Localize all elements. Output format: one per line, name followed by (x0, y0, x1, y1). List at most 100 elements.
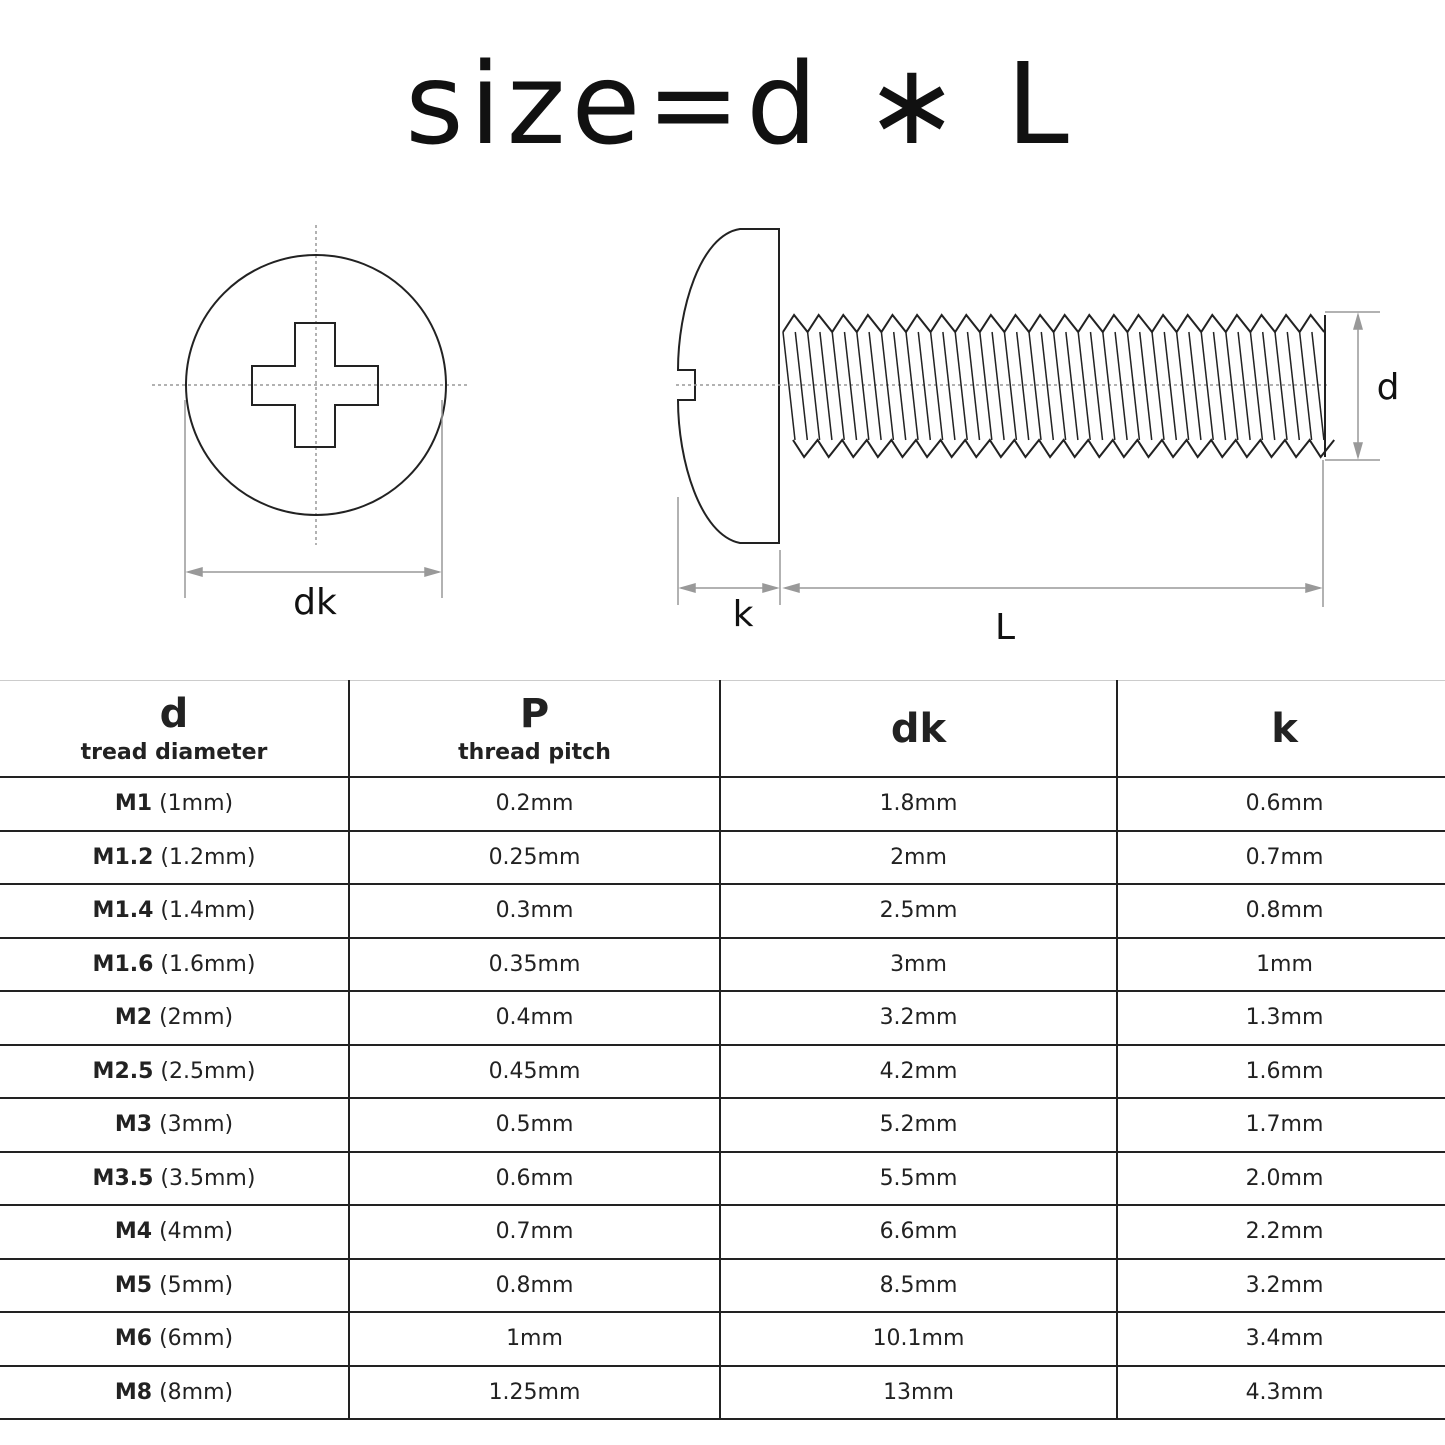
cell-p: 0.35mm (348, 936, 721, 992)
metric-size: M6 (114, 1326, 153, 1352)
cell-dk: 13mm (719, 1364, 1118, 1420)
d-label: d (1377, 367, 1400, 408)
table-row: M2.5 (2.5mm) 0.45mm 4.2mm 1.6mm (0, 1043, 1445, 1099)
metric-size: M3 (114, 1112, 153, 1138)
cell-k: 3.4mm (1116, 1311, 1445, 1367)
cell-k: 1.3mm (1116, 990, 1445, 1046)
k-label: k (733, 594, 754, 635)
thread-line (794, 331, 809, 441)
table-row: M6 (6mm) 1mm 10.1mm 3.4mm (0, 1311, 1445, 1367)
cell-size: M1 (1mm) (0, 776, 350, 832)
header-symbol: d (159, 691, 189, 737)
thread-line (1028, 331, 1042, 441)
thread-line (1126, 331, 1141, 441)
cell-k: 1.7mm (1116, 1097, 1445, 1153)
cell-p: 0.7mm (348, 1204, 721, 1260)
size-mm: (4mm) (159, 1219, 234, 1245)
cell-size: M1.2 (1.2mm) (0, 829, 350, 885)
metric-size: M1.2 (92, 844, 154, 870)
cell-dk: 2mm (719, 829, 1118, 885)
thread-line (1015, 331, 1030, 441)
cell-k: 1mm (1116, 936, 1445, 992)
size-mm: (3.5mm) (160, 1165, 256, 1191)
size-mm: (2.5mm) (160, 1058, 256, 1084)
thread-line (1114, 331, 1128, 441)
table-row: M1.4 (1.4mm) 0.3mm 2.5mm 0.8mm (0, 883, 1445, 939)
top-view (152, 225, 470, 598)
dk-dimension (184, 400, 443, 598)
cell-k: 0.7mm (1116, 829, 1445, 885)
cell-p: 1.25mm (348, 1364, 721, 1420)
column-header: dk (719, 680, 1118, 778)
cell-size: M1.4 (1.4mm) (0, 883, 350, 939)
page-title: size=d ∗ L (405, 40, 1075, 170)
header-symbol: dk (890, 705, 947, 752)
header-subtitle: tread diameter (80, 740, 268, 765)
thread-line (942, 331, 956, 441)
table-row: M1.2 (1.2mm) 0.25mm 2mm 0.7mm (0, 829, 1445, 885)
cell-size: M2 (2mm) (0, 990, 350, 1046)
cell-p: 1mm (348, 1311, 721, 1367)
thread-line (1163, 331, 1178, 441)
thread-line (831, 331, 845, 441)
L-label: L (995, 607, 1015, 648)
thread-line (979, 331, 993, 441)
thread-line (856, 331, 870, 441)
cell-k: 0.8mm (1116, 883, 1445, 939)
thread-line (905, 331, 919, 441)
cell-k: 0.6mm (1116, 776, 1445, 832)
thread-line (954, 331, 968, 441)
size-mm: (5mm) (159, 1272, 234, 1298)
cell-size: M2.5 (2.5mm) (0, 1043, 350, 1099)
thread-line (1052, 331, 1067, 441)
thread-line (1249, 331, 1264, 441)
thread-line (1274, 331, 1288, 441)
metric-size: M1.4 (92, 898, 154, 924)
thread-line (1188, 331, 1202, 441)
cell-dk: 2.5mm (719, 883, 1118, 939)
k-l-dimension (677, 460, 1324, 607)
cell-k: 1.6mm (1116, 1043, 1445, 1099)
cell-size: M5 (5mm) (0, 1257, 350, 1313)
cell-size: M3.5 (3.5mm) (0, 1150, 350, 1206)
metric-size: M2 (114, 1005, 153, 1031)
cell-size: M4 (4mm) (0, 1204, 350, 1260)
cell-dk: 5.2mm (719, 1097, 1118, 1153)
thread-line (868, 331, 882, 441)
thread-profile (782, 313, 1325, 334)
thread-line (1311, 331, 1325, 441)
thread-line (819, 331, 833, 441)
table-row: M2 (2mm) 0.4mm 3.2mm 1.3mm (0, 990, 1445, 1046)
table-row: M8 (8mm) 1.25mm 13mm 4.3mm (0, 1364, 1445, 1420)
cell-p: 0.2mm (348, 776, 721, 832)
cell-size: M3 (3mm) (0, 1097, 350, 1153)
size-mm: (1.4mm) (160, 898, 256, 924)
thread-line (1286, 331, 1301, 441)
table-row: M3.5 (3.5mm) 0.6mm 5.5mm 2.0mm (0, 1150, 1445, 1206)
cell-k: 2.0mm (1116, 1150, 1445, 1206)
thread-line (1225, 331, 1239, 441)
thread-line (1089, 331, 1104, 441)
cell-size: M1.6 (1.6mm) (0, 936, 350, 992)
size-mm: (1.2mm) (160, 844, 256, 870)
cell-k: 4.3mm (1116, 1364, 1445, 1420)
thread-line (991, 331, 1005, 441)
screw-diagram: dk k L d (152, 225, 1400, 648)
size-mm: (1.6mm) (160, 951, 256, 977)
screw-head-circle (185, 254, 447, 516)
metric-size: M4 (114, 1219, 153, 1245)
cell-dk: 4.2mm (719, 1043, 1118, 1099)
header-subtitle: thread pitch (458, 740, 611, 765)
thread-line (892, 331, 907, 441)
cell-size: M6 (6mm) (0, 1311, 350, 1367)
metric-size: M2.5 (92, 1058, 154, 1084)
column-header: d tread diameter (0, 680, 350, 778)
thread-line (1003, 331, 1018, 441)
thread-line (917, 331, 932, 441)
thread-line (929, 331, 944, 441)
metric-size: M5 (114, 1272, 153, 1298)
table-row: M1 (1mm) 0.2mm 1.8mm 0.6mm (0, 776, 1445, 832)
cell-p: 0.8mm (348, 1257, 721, 1313)
thread-line (1237, 331, 1251, 441)
